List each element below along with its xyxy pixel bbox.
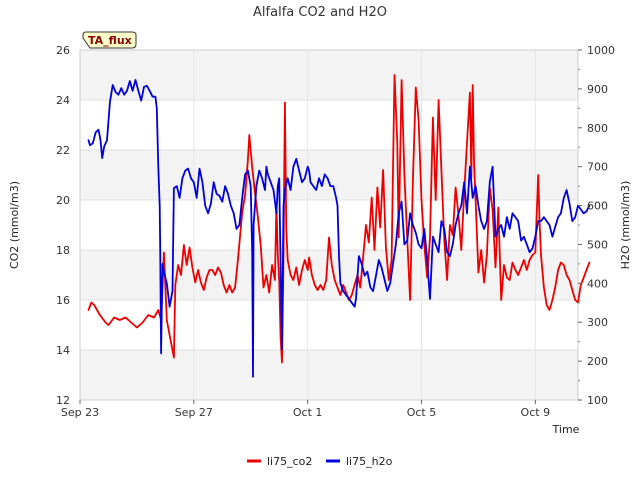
series-layer <box>87 74 591 378</box>
legend: li75_co2 li75_h2o <box>247 455 393 468</box>
right-axis-title: H2O (mmol/m3) <box>619 181 632 270</box>
legend-label-co2: li75_co2 <box>267 455 312 468</box>
legend-label-h2o: li75_h2o <box>346 455 393 468</box>
x-axis-ticks: Sep 23 Sep 27 Oct 1 Oct 5 Oct 9 <box>61 400 550 419</box>
right-tick-label: 200 <box>587 355 608 368</box>
x-tick-label: Oct 9 <box>521 406 551 419</box>
left-tick-label: 14 <box>56 344 70 357</box>
right-tick-label: 500 <box>587 238 608 251</box>
left-axis-title: CO2 (mmol/m3) <box>8 181 21 269</box>
background-band <box>80 150 578 200</box>
right-tick-label: 300 <box>587 316 608 329</box>
left-axis-ticks: 12 14 16 18 20 22 24 26 <box>56 44 70 407</box>
left-tick-label: 16 <box>56 294 70 307</box>
background-band <box>80 50 578 100</box>
ta-flux-badge: TA_flux <box>82 31 137 49</box>
x-tick-label: Sep 23 <box>61 406 99 419</box>
x-tick-label: Oct 1 <box>293 406 323 419</box>
x-tick-label: Oct 5 <box>407 406 437 419</box>
left-tick-label: 12 <box>56 394 70 407</box>
background-band <box>80 300 578 350</box>
right-tick-label: 100 <box>587 394 608 407</box>
x-axis-title: Time <box>552 423 580 436</box>
right-axis-ticks: 100 200 300 400 500 600 700 800 900 1000 <box>578 44 615 407</box>
right-tick-label: 1000 <box>587 44 615 57</box>
left-tick-label: 20 <box>56 194 70 207</box>
left-tick-label: 18 <box>56 244 70 257</box>
left-tick-label: 22 <box>56 144 70 157</box>
right-tick-label: 600 <box>587 200 608 213</box>
x-tick-label: Sep 27 <box>175 406 213 419</box>
right-tick-label: 800 <box>587 122 608 135</box>
badge-box <box>82 31 137 49</box>
right-tick-label: 400 <box>587 277 608 290</box>
left-tick-label: 26 <box>56 44 70 57</box>
background-band <box>80 350 578 400</box>
left-tick-label: 24 <box>56 94 70 107</box>
series-line-li75_co2 <box>87 74 591 364</box>
right-tick-label: 900 <box>587 83 608 96</box>
badge-label: TA_flux <box>88 34 132 47</box>
background-band <box>80 100 578 150</box>
chart-title: Alfalfa CO2 and H2O <box>253 5 387 20</box>
background-bands <box>80 50 578 400</box>
right-tick-label: 700 <box>587 161 608 174</box>
series-line-li75_h2o <box>87 79 591 378</box>
